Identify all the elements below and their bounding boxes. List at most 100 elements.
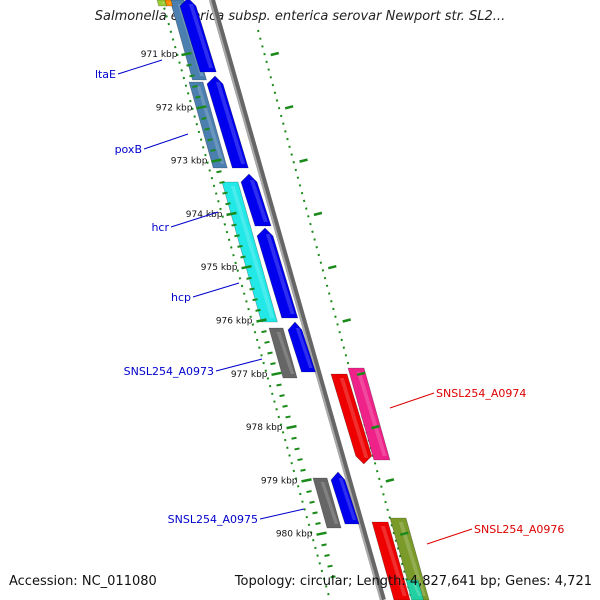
SNSL254_A0976-cds-shine [380, 526, 407, 596]
hcp-cds [256, 227, 299, 319]
leader-line-SNSL254_A0974 [389, 392, 435, 409]
minor-tick [276, 383, 282, 387]
minor-tick [222, 191, 228, 195]
poxB-cds [206, 75, 249, 169]
tick-mark-980 [316, 531, 327, 536]
SNSL254_A0976-cds [371, 521, 411, 600]
minor-tick [294, 447, 300, 451]
right-tick-mark-977 [356, 371, 366, 377]
SNSL254_A0975-cds-shine [338, 478, 357, 520]
sequence-backbone [209, 0, 386, 600]
length-label: Length: [356, 574, 406, 589]
topology-value: circular [299, 574, 348, 589]
minor-tick [261, 330, 267, 334]
minor-tick [246, 276, 252, 280]
minor-tick [249, 287, 255, 291]
accession-text: Accession: NC_011080 [9, 574, 157, 589]
minor-tick [309, 500, 315, 504]
summary-text: Topology: circular; Length: 4,827,641 bp… [234, 574, 592, 589]
topology-label: Topology: [234, 574, 296, 589]
leader-line-ltaE [117, 59, 163, 75]
hcr-hcp-cog-band [221, 181, 278, 323]
top-orange-sliver [164, 0, 174, 7]
minor-tick [207, 138, 213, 142]
SNSL254_A0974-cog-band-shine [356, 372, 387, 456]
accession-value: NC_011080 [81, 574, 157, 589]
minor-tick [324, 554, 330, 558]
minor-tick [189, 74, 195, 78]
SNSL254_A0976-teal-band [405, 579, 424, 600]
backbone-line [209, 0, 386, 600]
length-value: 4,827,641 bp [409, 574, 497, 589]
right-tick-mark-975 [328, 264, 337, 270]
SNSL254_A0975-cog-band-shine [320, 482, 339, 524]
gene-label-SNSL254_A0973: SNSL254_A0973 [124, 365, 214, 378]
poxB-cds-shine [215, 82, 246, 164]
tick-label-975: 975 kbp [201, 263, 238, 273]
minor-tick [237, 244, 243, 248]
accession-label: Accession: [9, 574, 78, 589]
ruler-ticks: 971 kbp 972 kbp 973 kbp 974 kbp 975 kbp 976 k… [141, 50, 409, 579]
gene-label-ltaE: ltaE [95, 68, 116, 81]
SNSL254_A0976-cog-band-shine [398, 522, 426, 596]
minor-tick [225, 202, 231, 206]
minor-tick [279, 394, 285, 398]
SNSL254_A0974-cog-band [347, 367, 391, 461]
minor-tick [240, 255, 246, 259]
minor-tick [204, 127, 210, 131]
tick-label-974: 974 kbp [186, 210, 223, 220]
tick-label-973: 973 kbp [171, 157, 208, 167]
gene-label-SNSL254_A0975: SNSL254_A0975 [168, 513, 258, 526]
minor-tick [321, 543, 327, 547]
minor-tick [195, 95, 201, 99]
tick-mark-972 [196, 105, 207, 110]
SNSL254_A0976-cog-band [389, 517, 430, 600]
minor-tick [297, 458, 303, 462]
minor-tick [267, 351, 273, 355]
right-tick-mark-974 [313, 211, 323, 217]
minor-tick [282, 404, 288, 408]
tick-mark-973 [211, 158, 222, 163]
minor-tick [252, 298, 258, 302]
leader-line-SNSL254_A0973 [215, 358, 263, 372]
tick-mark-971 [181, 51, 192, 57]
gene-label-poxB: poxB [115, 143, 142, 156]
minor-tick [219, 180, 225, 184]
gene-features [156, 0, 430, 600]
right-tick-mark-972 [284, 105, 294, 110]
tick-mark-976 [256, 318, 267, 323]
gene-label-SNSL254_A0974: SNSL254_A0974 [436, 387, 526, 400]
genes-value: 4,721 [554, 574, 592, 589]
minor-tick [186, 63, 192, 67]
minor-tick [192, 84, 198, 88]
tick-label-976: 976 kbp [216, 317, 253, 327]
minor-tick [291, 436, 297, 440]
minor-tick [270, 362, 276, 366]
tick-label-971: 971 kbp [141, 50, 178, 60]
poxB-cog-band [188, 81, 228, 169]
tick-mark-974 [226, 211, 237, 217]
leader-line-hcp [192, 282, 240, 298]
SNSL254_A0973-cog-band [268, 327, 298, 379]
genes-label: Genes: [505, 574, 551, 589]
minor-tick [201, 116, 207, 120]
tick-label-980: 980 kbp [276, 530, 313, 540]
tick-label-977: 977 kbp [231, 370, 268, 380]
right-tick-mark-971 [270, 51, 280, 57]
tick-mark-979 [301, 478, 312, 483]
poxB-cog-band-shine [196, 86, 225, 164]
ltaE-cds-shine [188, 4, 214, 68]
leader-line-hcr [170, 211, 219, 228]
minor-tick [234, 234, 240, 238]
right-tick-mark-979 [385, 478, 395, 483]
hcr-hcp-cog-band-shine [230, 186, 275, 318]
minor-tick [216, 170, 222, 174]
gene-label-SNSL254_A0976: SNSL254_A0976 [474, 523, 564, 536]
leader-line-SNSL254_A0976 [426, 528, 473, 545]
hcr-cds-shine [249, 180, 268, 222]
ltaE-cds [179, 0, 217, 73]
tick-label-979: 979 kbp [261, 476, 298, 486]
minor-tick [264, 340, 270, 344]
minor-tick [231, 223, 237, 227]
